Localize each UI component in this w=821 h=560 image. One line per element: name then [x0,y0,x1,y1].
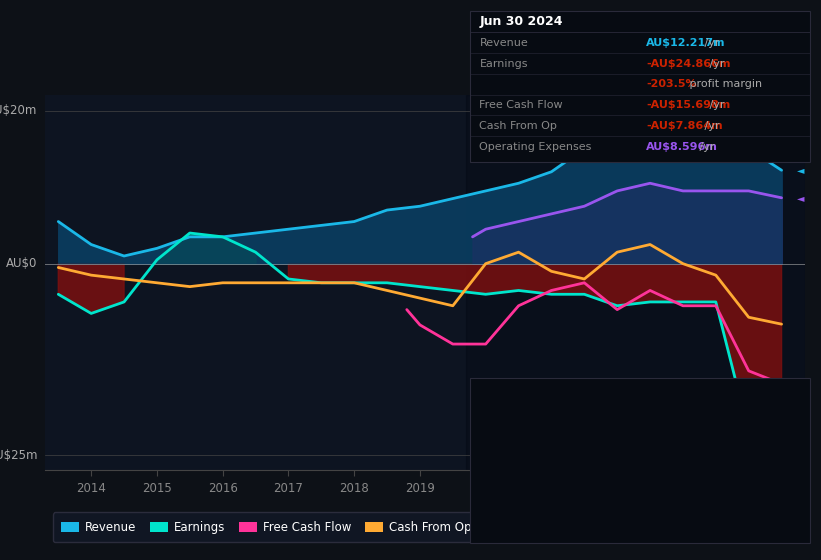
Text: /yr: /yr [706,59,725,69]
Text: /yr: /yr [701,121,720,131]
Text: Jun 30 2024: Jun 30 2024 [479,15,563,28]
Text: -AU$25m: -AU$25m [0,449,38,461]
Text: /yr: /yr [706,100,725,110]
Text: ◄: ◄ [797,449,805,459]
Text: Free Cash Flow: Free Cash Flow [479,100,563,110]
Text: AU$20m: AU$20m [0,104,38,117]
Text: Operating Expenses: Operating Expenses [479,142,592,152]
Text: -AU$24.866m: -AU$24.866m [646,59,731,69]
Text: Earnings: Earnings [479,59,528,69]
Legend: Revenue, Earnings, Free Cash Flow, Cash From Op, Operating Expenses: Revenue, Earnings, Free Cash Flow, Cash … [53,512,637,542]
Bar [466,95,805,470]
Text: ◄: ◄ [797,379,805,389]
Text: AU$0: AU$0 [7,257,38,270]
Text: ◄: ◄ [797,165,805,175]
Text: AU$8.596m: AU$8.596m [646,142,718,152]
Text: -203.5%: -203.5% [646,80,697,90]
Text: /yr: /yr [696,142,714,152]
Text: Cash From Op: Cash From Op [479,121,557,131]
Text: AU$12.217m: AU$12.217m [646,38,726,48]
Text: -AU$15.698m: -AU$15.698m [646,100,731,110]
Text: -AU$7.864m: -AU$7.864m [646,121,722,131]
Text: ◄: ◄ [797,193,805,203]
Text: profit margin: profit margin [686,80,762,90]
Text: Revenue: Revenue [479,38,528,48]
Text: /yr: /yr [701,38,720,48]
